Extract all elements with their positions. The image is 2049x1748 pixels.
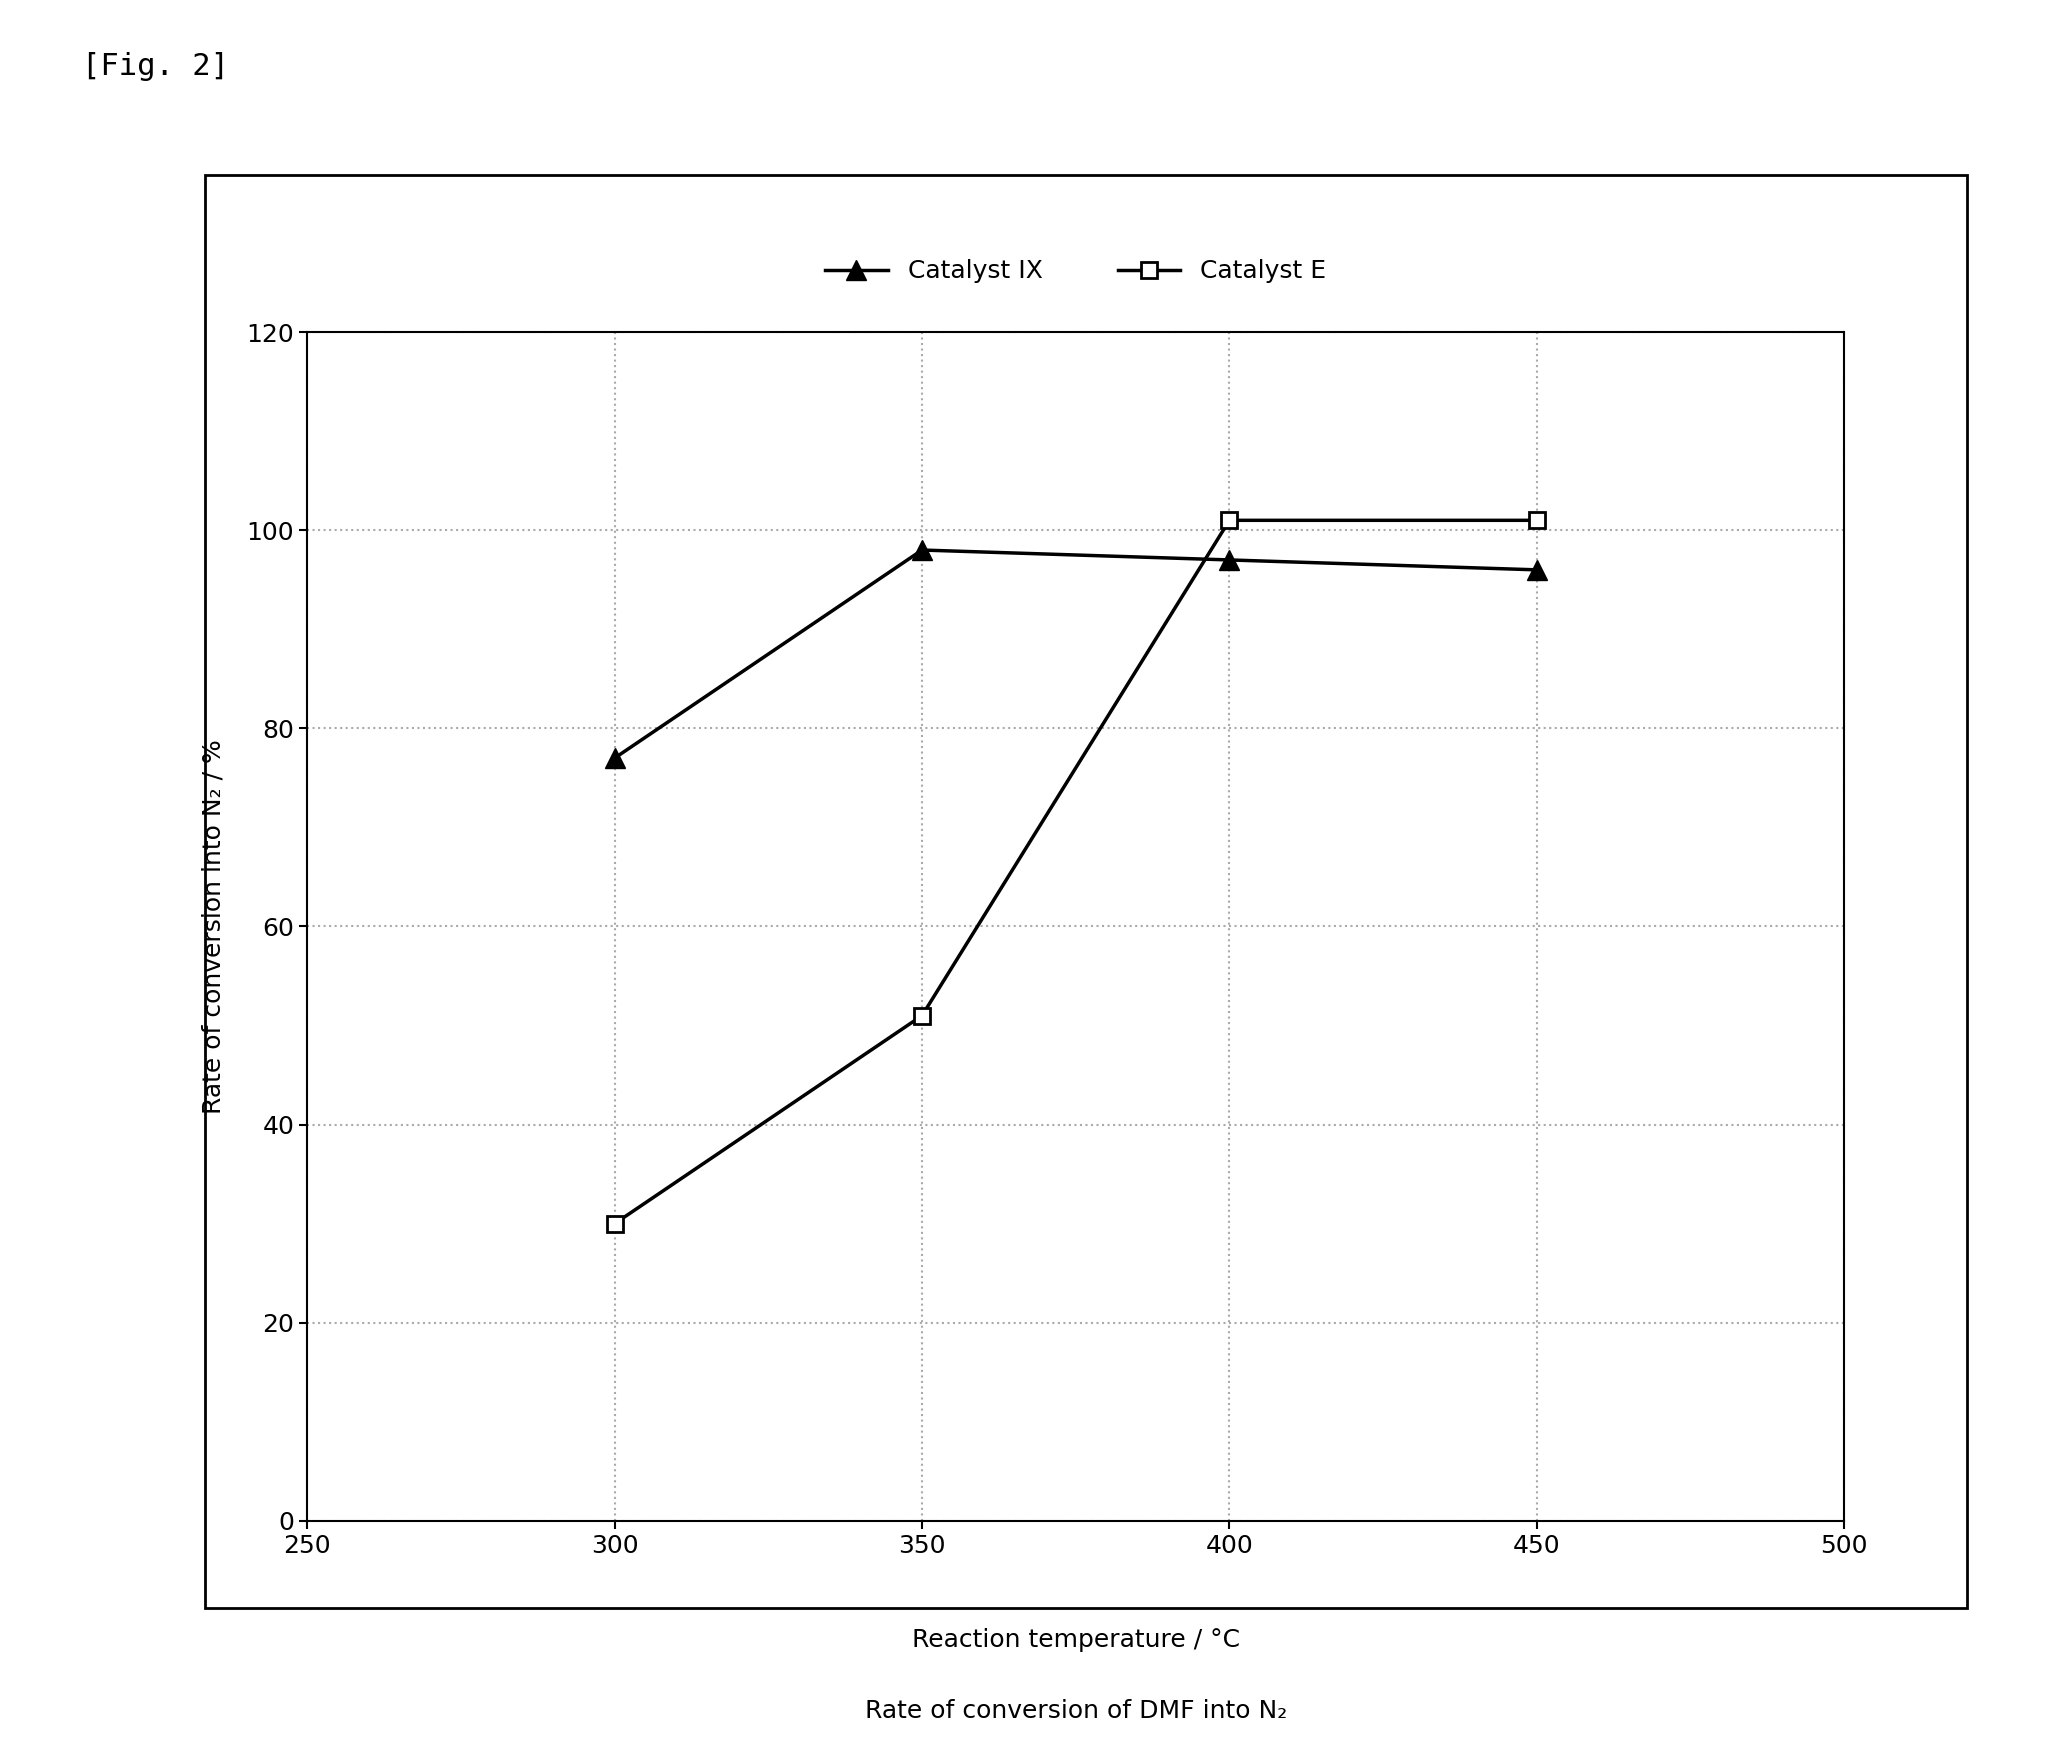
Catalyst E	[1524, 510, 1549, 531]
Catalyst IX	[602, 748, 627, 769]
Catalyst E	[602, 1213, 627, 1234]
Catalyst E	[910, 1005, 934, 1026]
Y-axis label: Rate of conversion into N₂ / %: Rate of conversion into N₂ / %	[201, 739, 225, 1113]
Catalyst IX	[1217, 549, 1242, 570]
Line: Catalyst IX: Catalyst IX	[604, 540, 1547, 767]
Catalyst IX	[1524, 559, 1549, 580]
Catalyst E	[1217, 510, 1242, 531]
Text: [Fig. 2]: [Fig. 2]	[82, 52, 229, 82]
Legend: Catalyst IX, Catalyst E: Catalyst IX, Catalyst E	[813, 246, 1338, 295]
Text: Rate of conversion of DMF into N₂: Rate of conversion of DMF into N₂	[865, 1699, 1287, 1724]
Line: Catalyst E: Catalyst E	[607, 512, 1545, 1232]
Text: Reaction temperature / °C: Reaction temperature / °C	[912, 1627, 1240, 1652]
Catalyst IX	[910, 540, 934, 561]
